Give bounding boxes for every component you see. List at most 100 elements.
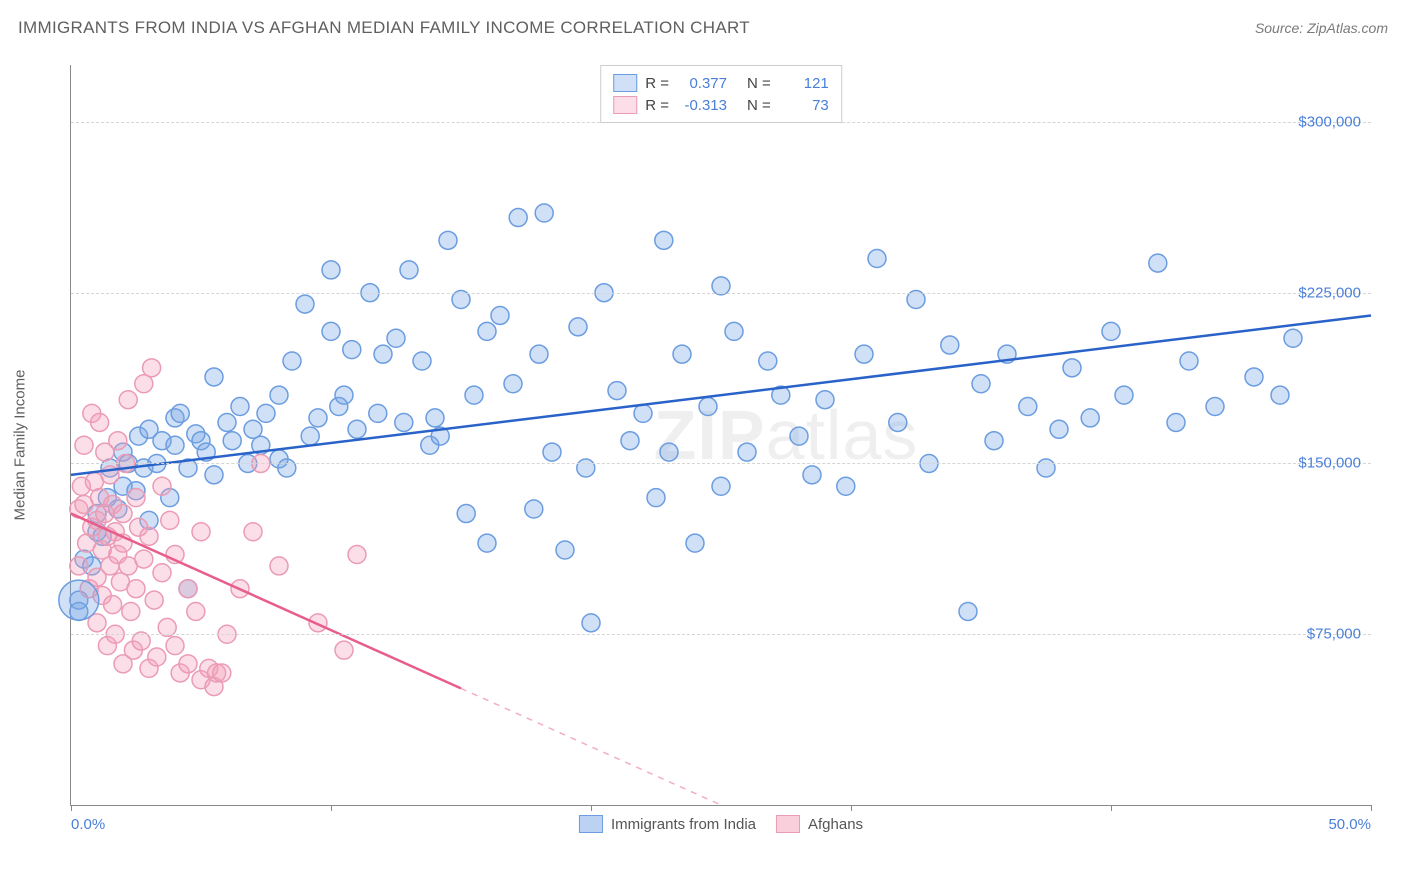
data-point <box>278 459 296 477</box>
data-point <box>218 413 236 431</box>
trend-line <box>71 315 1371 474</box>
data-point <box>179 655 197 673</box>
data-point <box>223 432 241 450</box>
correlation-legend: R = 0.377 N = 121 R = -0.313 N = 73 <box>600 65 842 123</box>
data-point <box>114 505 132 523</box>
data-point <box>868 250 886 268</box>
data-point <box>205 368 223 386</box>
data-point <box>135 375 153 393</box>
data-point <box>634 404 652 422</box>
data-point <box>439 231 457 249</box>
data-point <box>837 477 855 495</box>
data-point <box>889 413 907 431</box>
data-point <box>582 614 600 632</box>
data-point <box>140 527 158 545</box>
data-point <box>535 204 553 222</box>
data-point <box>1019 398 1037 416</box>
data-point <box>556 541 574 559</box>
data-point <box>1037 459 1055 477</box>
data-point <box>738 443 756 461</box>
data-point <box>1063 359 1081 377</box>
y-tick-label: $225,000 <box>1298 284 1361 301</box>
data-point <box>941 336 959 354</box>
data-point <box>400 261 418 279</box>
data-point <box>790 427 808 445</box>
legend-swatch-india-bottom <box>579 815 603 833</box>
data-point <box>509 209 527 227</box>
data-point <box>143 359 161 377</box>
data-point <box>660 443 678 461</box>
data-point <box>343 341 361 359</box>
gridline <box>71 634 1371 635</box>
data-point <box>171 404 189 422</box>
x-tick <box>1111 805 1112 811</box>
data-point <box>491 306 509 324</box>
data-point <box>803 466 821 484</box>
data-point <box>816 391 834 409</box>
data-point <box>75 436 93 454</box>
data-point <box>374 345 392 363</box>
data-point <box>205 466 223 484</box>
data-point <box>309 409 327 427</box>
data-point <box>335 641 353 659</box>
data-point <box>122 602 140 620</box>
data-point <box>127 580 145 598</box>
x-tick <box>1371 805 1372 811</box>
y-tick-label: $75,000 <box>1307 626 1361 643</box>
plot-area: ZIPatlas R = 0.377 N = 121 R = -0.313 N … <box>70 65 1371 806</box>
chart-container: Median Family Income ZIPatlas R = 0.377 … <box>50 55 1380 835</box>
data-point <box>699 398 717 416</box>
data-point <box>1050 420 1068 438</box>
chart-title: IMMIGRANTS FROM INDIA VS AFGHAN MEDIAN F… <box>18 18 750 38</box>
data-point <box>1180 352 1198 370</box>
data-point <box>543 443 561 461</box>
data-point <box>244 523 262 541</box>
x-tick <box>71 805 72 811</box>
data-point <box>1102 322 1120 340</box>
data-point <box>395 413 413 431</box>
legend-swatch-afghan-bottom <box>776 815 800 833</box>
data-point <box>301 427 319 445</box>
data-point <box>569 318 587 336</box>
data-point <box>348 420 366 438</box>
x-tick <box>851 805 852 811</box>
data-point <box>478 322 496 340</box>
data-point <box>387 329 405 347</box>
data-point <box>296 295 314 313</box>
data-point <box>426 409 444 427</box>
data-point <box>148 648 166 666</box>
data-point <box>244 420 262 438</box>
x-tick <box>331 805 332 811</box>
legend-row-india: R = 0.377 N = 121 <box>613 72 829 94</box>
data-point <box>712 477 730 495</box>
data-point <box>1149 254 1167 272</box>
data-point <box>257 404 275 422</box>
data-point <box>70 557 88 575</box>
data-point <box>647 489 665 507</box>
legend-row-afghan: R = -0.313 N = 73 <box>613 94 829 116</box>
data-point <box>478 534 496 552</box>
data-point <box>686 534 704 552</box>
data-point <box>109 432 127 450</box>
data-point <box>104 596 122 614</box>
data-point <box>1206 398 1224 416</box>
data-point <box>161 511 179 529</box>
data-point <box>187 602 205 620</box>
data-point-large <box>59 580 99 620</box>
data-point <box>135 550 153 568</box>
legend-swatch-india <box>613 74 637 92</box>
data-point <box>530 345 548 363</box>
data-point <box>231 398 249 416</box>
data-point <box>1271 386 1289 404</box>
data-point <box>959 602 977 620</box>
data-point <box>153 564 171 582</box>
data-point <box>369 404 387 422</box>
data-point <box>348 546 366 564</box>
data-point <box>413 352 431 370</box>
data-point <box>985 432 1003 450</box>
data-point <box>972 375 990 393</box>
data-point <box>270 557 288 575</box>
data-point <box>577 459 595 477</box>
data-point <box>91 413 109 431</box>
data-point <box>504 375 522 393</box>
